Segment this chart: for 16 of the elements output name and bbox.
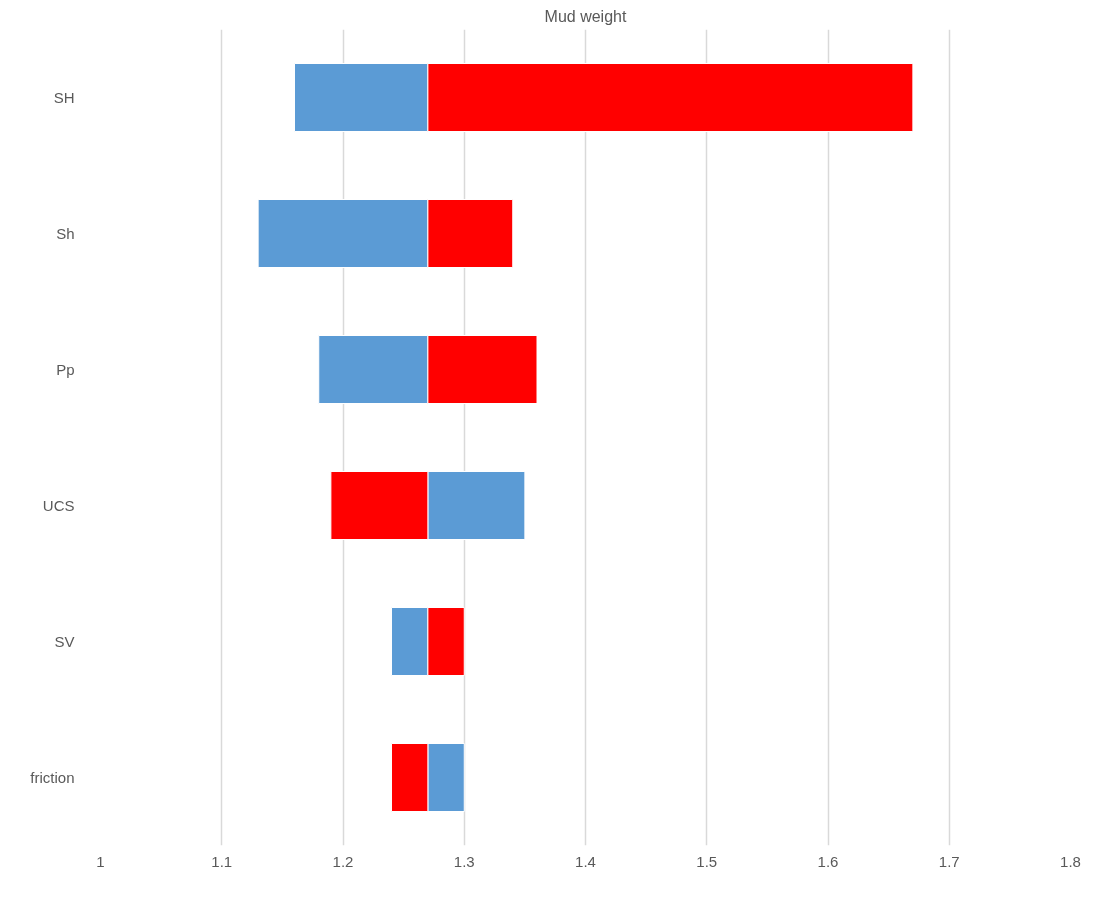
x-tick-label: 1.4: [575, 852, 596, 870]
y-tick-label: friction: [30, 769, 75, 786]
x-tick-label: 1.6: [817, 852, 839, 870]
y-tick-label: Pp: [56, 361, 75, 378]
y-tick-label: UCS: [42, 497, 75, 514]
chart-title: Mud weight: [544, 7, 627, 25]
y-tick-label: Sh: [56, 225, 75, 242]
y-tick-label: SH: [53, 89, 75, 106]
x-tick-label: 1.8: [1060, 852, 1081, 870]
y-tick-label: SV: [54, 633, 75, 650]
x-tick-label: 1.7: [938, 852, 960, 870]
x-tick-label: 1: [96, 852, 105, 870]
x-tick-label: 1.2: [332, 852, 354, 870]
x-tick-label: 1.5: [696, 852, 718, 870]
x-tick-label: 1.1: [211, 852, 233, 870]
x-tick-label: 1.3: [453, 852, 475, 870]
